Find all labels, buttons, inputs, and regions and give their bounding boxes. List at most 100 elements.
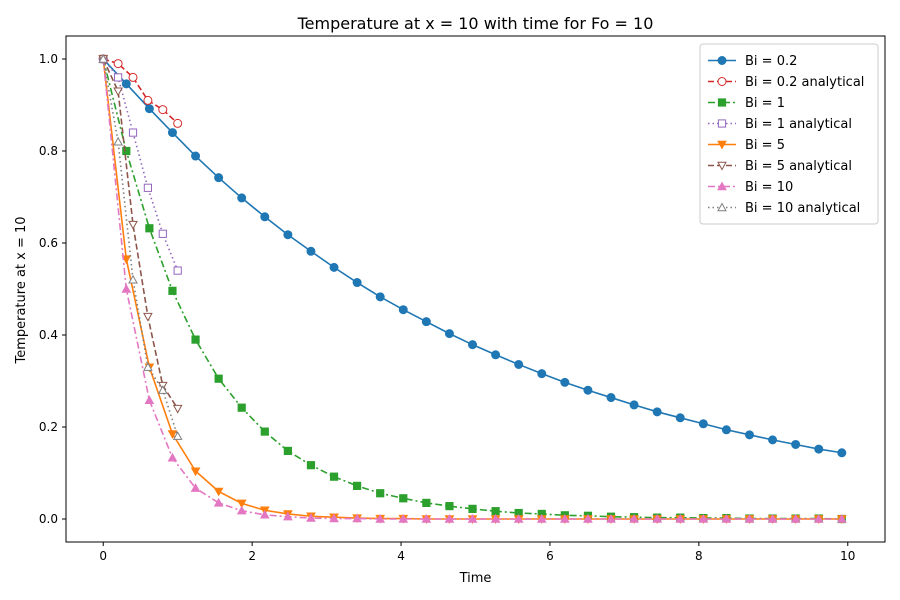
data-point bbox=[606, 393, 616, 403]
legend-entry: Bi = 1 analytical bbox=[708, 117, 852, 132]
legend-entry: Bi = 5 analytical bbox=[708, 159, 852, 174]
x-axis-ticks: 0 2 4 6 8 10 bbox=[99, 542, 855, 563]
data-point bbox=[329, 472, 339, 481]
data-point bbox=[560, 377, 570, 387]
data-point bbox=[128, 274, 138, 284]
y-tick-label: 0.6 bbox=[39, 236, 58, 250]
data-point bbox=[629, 513, 639, 523]
data-point bbox=[173, 266, 182, 275]
data-point bbox=[191, 335, 200, 344]
data-point bbox=[191, 151, 201, 161]
data-point bbox=[375, 513, 386, 523]
series-line bbox=[102, 58, 179, 437]
data-point bbox=[143, 362, 153, 371]
x-tick-label: 4 bbox=[397, 549, 405, 563]
series-line bbox=[102, 58, 179, 271]
y-tick-label: 0.0 bbox=[39, 512, 58, 526]
data-point bbox=[283, 511, 293, 521]
data-point bbox=[158, 229, 167, 238]
data-point bbox=[791, 439, 801, 449]
data-point bbox=[306, 461, 316, 470]
data-point bbox=[721, 425, 731, 435]
data-point bbox=[214, 374, 223, 383]
data-point bbox=[352, 513, 362, 523]
data-point bbox=[836, 513, 847, 523]
data-point bbox=[814, 444, 824, 454]
data-point bbox=[491, 507, 500, 516]
data-point bbox=[114, 73, 123, 82]
data-point bbox=[113, 59, 123, 69]
data-point bbox=[329, 513, 339, 523]
data-point bbox=[213, 497, 224, 507]
data-point bbox=[398, 305, 408, 315]
data-point bbox=[837, 448, 847, 458]
data-point bbox=[167, 128, 177, 138]
data-point bbox=[422, 498, 431, 507]
data-point bbox=[128, 72, 138, 82]
legend-label: Bi = 10 bbox=[745, 180, 793, 195]
data-point bbox=[398, 513, 409, 523]
series-line bbox=[102, 58, 842, 520]
legend-entry: Bi = 10 bbox=[708, 180, 793, 195]
data-point bbox=[652, 407, 662, 417]
legend-label: Bi = 1 analytical bbox=[745, 117, 852, 132]
data-point bbox=[157, 385, 168, 394]
data-point bbox=[128, 220, 138, 230]
series-8 bbox=[98, 53, 183, 440]
data-point bbox=[172, 404, 183, 414]
data-point bbox=[606, 513, 616, 523]
data-point bbox=[583, 385, 593, 395]
series-line bbox=[102, 58, 179, 410]
legend-marker bbox=[717, 202, 727, 212]
data-point bbox=[421, 317, 431, 327]
data-point bbox=[167, 430, 178, 439]
data-point bbox=[444, 513, 455, 523]
plot-area-frame bbox=[65, 35, 886, 543]
data-point bbox=[536, 513, 547, 523]
data-point bbox=[173, 118, 183, 128]
data-point bbox=[490, 513, 501, 523]
data-point bbox=[98, 53, 109, 63]
data-point bbox=[260, 212, 270, 222]
x-axis-label: Time bbox=[459, 571, 492, 586]
data-point bbox=[306, 246, 316, 256]
legend-label: Bi = 5 analytical bbox=[745, 159, 852, 174]
data-point bbox=[468, 504, 477, 513]
data-point bbox=[329, 262, 339, 272]
legend-marker bbox=[717, 56, 727, 65]
data-point bbox=[768, 435, 778, 445]
legend: Bi = 0.2 Bi = 0.2 analytical Bi = 1 Bi = 1 … bbox=[699, 43, 879, 225]
data-point bbox=[283, 446, 292, 456]
data-point bbox=[514, 359, 524, 369]
data-point bbox=[143, 95, 153, 105]
data-point bbox=[468, 340, 478, 350]
data-point bbox=[168, 286, 177, 295]
data-point bbox=[698, 513, 709, 523]
data-point bbox=[237, 193, 247, 203]
legend-label: Bi = 10 analytical bbox=[745, 201, 860, 216]
legend-entry: Bi = 1 bbox=[708, 96, 785, 111]
data-point bbox=[559, 513, 570, 523]
y-tick-label: 1.0 bbox=[39, 52, 58, 66]
legend-marker bbox=[717, 77, 727, 86]
data-point bbox=[144, 104, 154, 114]
data-point bbox=[399, 494, 408, 503]
data-point bbox=[260, 427, 269, 436]
data-point bbox=[145, 224, 154, 233]
data-point bbox=[237, 403, 246, 412]
data-point bbox=[113, 136, 123, 146]
data-point bbox=[721, 513, 732, 523]
data-point bbox=[376, 489, 385, 498]
legend-marker bbox=[717, 98, 727, 107]
data-point bbox=[445, 502, 454, 511]
legend-entry: Bi = 0.2 analytical bbox=[708, 75, 864, 90]
chart-title: Temperature at x = 10 with time for Fo =… bbox=[297, 14, 654, 33]
x-tick-label: 8 bbox=[695, 549, 703, 563]
data-point bbox=[513, 513, 524, 523]
data-point bbox=[744, 513, 755, 523]
y-tick-label: 0.2 bbox=[39, 420, 58, 434]
data-point bbox=[122, 146, 131, 156]
data-point bbox=[675, 513, 686, 523]
data-point bbox=[375, 292, 385, 302]
